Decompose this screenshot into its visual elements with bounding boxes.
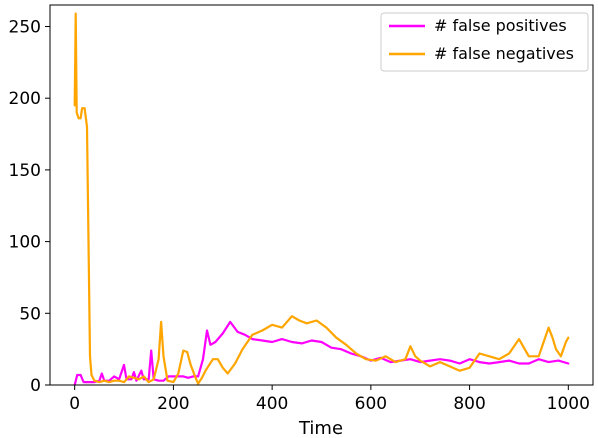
legend: # false positives # false negatives [380,12,589,72]
x-tick-label: 200 [157,394,189,414]
x-axis-label: Time [298,418,343,438]
y-tick-label: 100 [9,233,41,253]
x-tick-label: 1000 [547,394,590,414]
x-tick-label: 0 [69,394,80,414]
x-tick-label: 800 [453,394,485,414]
y-tick-label: 200 [9,89,41,109]
legend-label-1: # false positives [434,16,567,35]
series-layer [73,12,570,385]
legend-box [380,12,589,72]
series-line-2 [73,12,570,385]
y-tick-label: 0 [30,376,41,396]
y-tick-label: 50 [19,304,41,324]
x-tick-label: 600 [355,394,387,414]
legend-entries: # false positives # false negatives [389,16,574,63]
plot-frame [49,4,594,386]
y-tick-label: 150 [9,161,41,181]
legend-label-2: # false negatives [434,44,574,63]
series-line-1 [73,320,570,385]
y-ticks: 0 50 100 150 200 250 [9,18,50,396]
y-tick-label: 250 [9,18,41,38]
x-tick-label: 400 [256,394,288,414]
x-ticks: 0 200 400 600 800 1000 [69,385,590,414]
